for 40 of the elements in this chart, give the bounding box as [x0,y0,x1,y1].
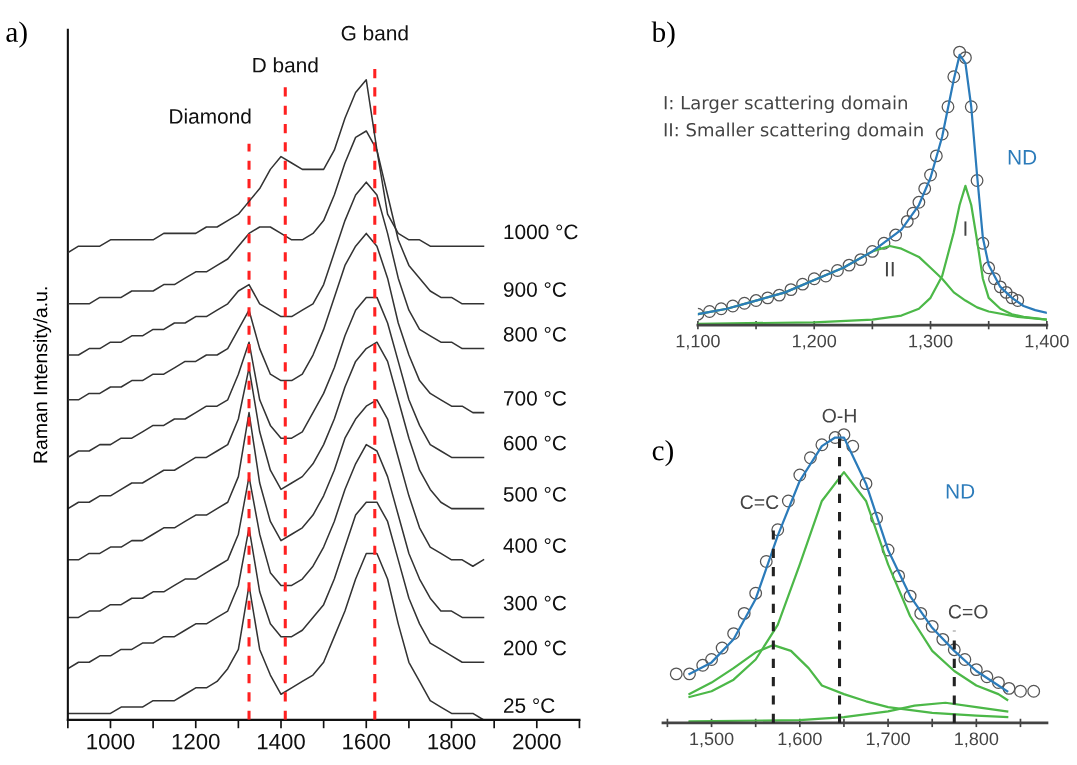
y-axis-title: Raman Intensity/a.u. [33,287,52,463]
series-label: 700 °C [504,390,567,406]
series-label: 300 °C [503,595,567,611]
series-label: 500 °C [503,486,567,502]
series-label: 900 °C [503,282,567,297]
series-label: 400 °C [503,538,567,553]
ref-line-label: D band [253,57,318,73]
x-tick-label: 1,700 [866,732,910,748]
x-tick-label: 1,800 [955,732,999,748]
x-tick-label: 1000 [87,733,135,750]
series-label: 800 °C [503,326,567,342]
series-label: I [964,221,967,236]
ref-line-label: C=C [740,495,779,510]
annotation: I: Larger scattering domain [664,95,907,114]
x-tick-label: 1,600 [778,732,822,748]
annotation: II: Smaller scattering domain [664,122,923,141]
series-label: 600 °C [504,435,567,451]
x-tick-label: 1400 [257,733,305,750]
x-tick-label: 1600 [343,733,391,750]
x-tick-label: 1,500 [690,732,734,748]
x-tick-label: 1,400 [1025,334,1069,350]
series-label: II [885,262,894,277]
ref-line-label: O-H [822,408,856,423]
text: ND [946,484,975,499]
series-label: ND [1008,150,1037,165]
x-tick-label: 1,200 [793,334,837,350]
ref-line-label: C=O [948,604,988,619]
series-label: 200 °C [504,640,567,656]
series-label: 25 °C [504,698,555,713]
x-tick-label: 2000 [513,733,561,750]
ref-line-label: Diamond [170,108,251,124]
x-tick-label: 1,300 [909,334,953,350]
x-tick-label: 1200 [172,733,220,750]
chart-title: b) [651,21,675,48]
chart-title: a) [6,21,27,48]
x-tick-label: 1800 [428,733,476,750]
chart-title: c) [652,439,673,467]
x-tick-label: 1,100 [676,334,720,350]
series-label: 1000 °C [504,224,578,240]
ref-line-label: G band [341,25,408,41]
